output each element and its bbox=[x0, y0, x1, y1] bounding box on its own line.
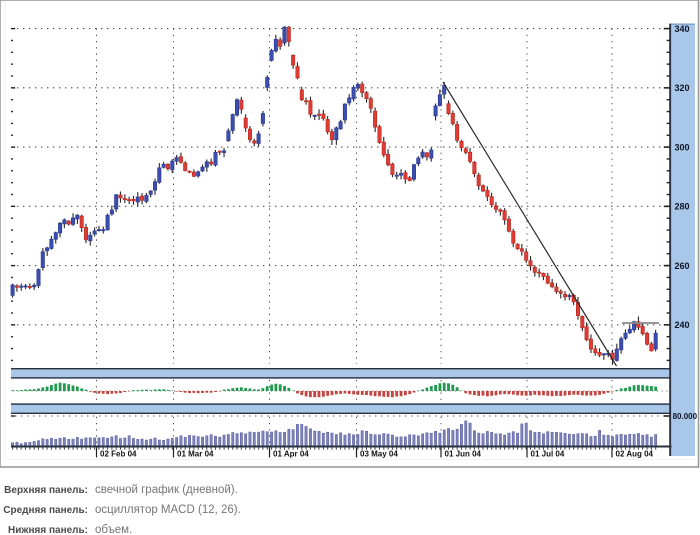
svg-text:01 Jun 04: 01 Jun 04 bbox=[445, 450, 482, 459]
svg-text:03 May 04: 03 May 04 bbox=[360, 450, 398, 459]
svg-text:01 Mar 04: 01 Mar 04 bbox=[177, 450, 214, 459]
svg-text:01 Apr 04: 01 Apr 04 bbox=[273, 450, 309, 459]
svg-text:240: 240 bbox=[675, 320, 690, 330]
svg-text:340: 340 bbox=[675, 24, 690, 34]
svg-text:320: 320 bbox=[675, 83, 690, 93]
svg-text:01 Jul 04: 01 Jul 04 bbox=[531, 450, 565, 459]
svg-text:02 Feb 04: 02 Feb 04 bbox=[100, 450, 137, 459]
svg-text:260: 260 bbox=[675, 261, 690, 271]
svg-text:300: 300 bbox=[675, 142, 690, 152]
svg-text:280: 280 bbox=[675, 202, 690, 212]
svg-text:02 Aug 04: 02 Aug 04 bbox=[616, 450, 654, 459]
svg-text:80.000: 80.000 bbox=[673, 412, 698, 421]
